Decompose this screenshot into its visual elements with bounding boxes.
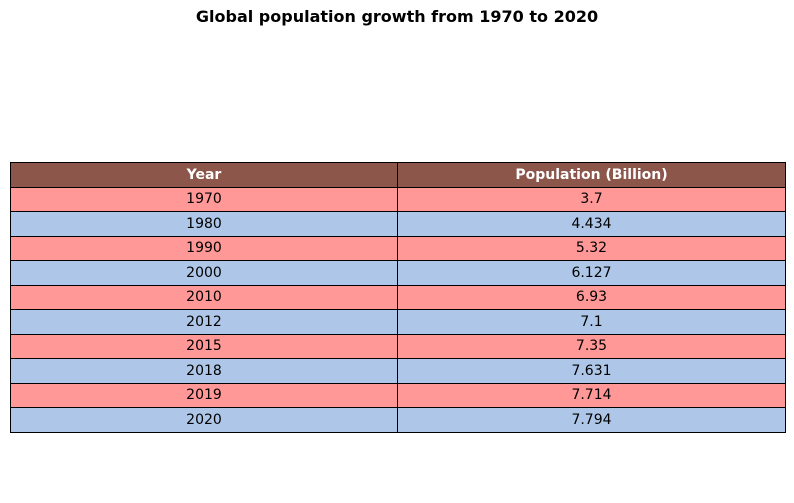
population-cell: 7.631 [397, 358, 786, 384]
population-cell: 7.1 [397, 309, 786, 335]
table-row: 2019 7.714 [10, 382, 786, 408]
table-row: 1990 5.32 [10, 235, 786, 261]
year-cell: 2015 [10, 333, 398, 359]
population-cell: 5.32 [397, 235, 786, 261]
year-cell: 2012 [10, 309, 398, 335]
table-row: 2020 7.794 [10, 407, 786, 433]
year-cell: 1980 [10, 211, 398, 237]
table-body: 1970 3.7 1980 4.434 1990 5.32 2000 6.127 2010 6.9… [10, 186, 786, 433]
chart-title: Global population growth from 1970 to 20… [195, 7, 599, 26]
table-row: 2018 7.631 [10, 358, 786, 384]
year-cell: 2019 [10, 382, 398, 408]
table-row: 2015 7.35 [10, 333, 786, 359]
year-cell: 2000 [10, 260, 398, 286]
year-cell: 2020 [10, 407, 398, 433]
table-row: 1970 3.7 [10, 186, 786, 212]
table-row: 1980 4.434 [10, 211, 786, 237]
population-cell: 7.794 [397, 407, 786, 433]
table-row: 2000 6.127 [10, 260, 786, 286]
population-cell: 7.714 [397, 382, 786, 408]
population-cell: 6.127 [397, 260, 786, 286]
population-cell: 7.35 [397, 333, 786, 359]
table-row: 2012 7.1 [10, 309, 786, 335]
population-table: Year Population (Billion) 1970 3.7 1980 4.4… [10, 162, 786, 433]
year-cell: 2018 [10, 358, 398, 384]
year-cell: 2010 [10, 284, 398, 310]
table-row: 2010 6.93 [10, 284, 786, 310]
population-cell: 4.434 [397, 211, 786, 237]
table-header-row: Year Population (Billion) [10, 162, 786, 188]
population-cell: 3.7 [397, 186, 786, 212]
column-header-year: Year [10, 162, 398, 188]
population-cell: 6.93 [397, 284, 786, 310]
year-cell: 1990 [10, 235, 398, 261]
year-cell: 1970 [10, 186, 398, 212]
column-header-population: Population (Billion) [397, 162, 786, 188]
